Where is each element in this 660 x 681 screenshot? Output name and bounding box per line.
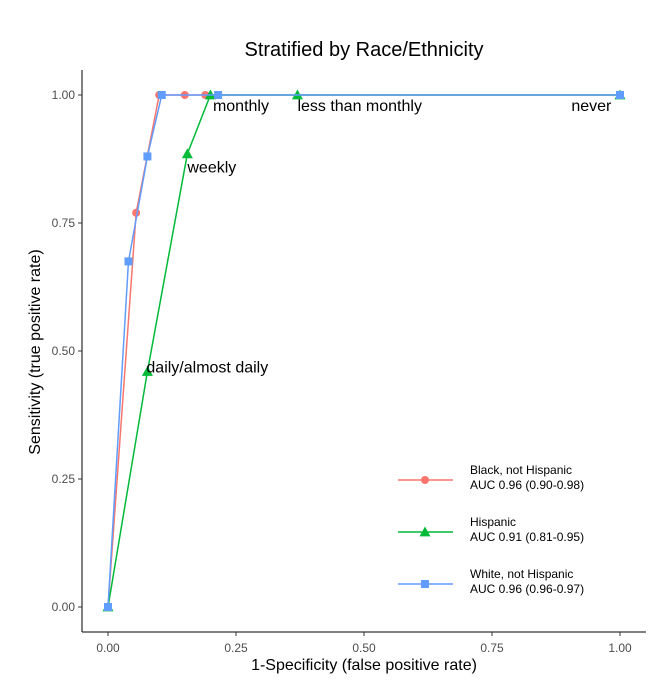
legend-auc-black-not-hispanic: AUC 0.96 (0.90-0.98) (470, 478, 584, 492)
legend-auc-hispanic: AUC 0.91 (0.81-0.95) (470, 530, 584, 544)
data-point-white-not-hispanic (616, 91, 624, 99)
x-tick-label: 0.50 (352, 641, 376, 655)
x-tick-label: 0.75 (480, 641, 504, 655)
data-point-hispanic (181, 148, 193, 159)
y-tick-label: 0.25 (52, 472, 76, 486)
annotation-label: weekly (186, 160, 236, 177)
legend-key-marker-hispanic (419, 526, 431, 537)
annotation-label: less than monthly (297, 98, 422, 115)
y-tick-label: 0.50 (52, 344, 76, 358)
legend-label-hispanic: Hispanic (470, 515, 516, 529)
data-point-white-not-hispanic (143, 152, 152, 161)
y-tick-label: 1.00 (52, 88, 76, 102)
data-point-hispanic (141, 365, 153, 376)
legend-auc-white-not-hispanic: AUC 0.96 (0.96-0.97) (470, 582, 584, 596)
series-line-white-not-hispanic (107, 94, 620, 608)
x-tick-label: 0.25 (224, 641, 248, 655)
data-point-white-not-hispanic (157, 91, 166, 99)
y-tick-label: 0.75 (52, 216, 76, 230)
data-point-white-not-hispanic (104, 603, 112, 611)
legend-label-black-not-hispanic: Black, not Hispanic (470, 463, 572, 477)
annotation-label: never (571, 98, 612, 115)
data-point-white-not-hispanic (124, 257, 133, 266)
annotation-label: monthly (213, 98, 269, 115)
legend-key-marker-black-not-hispanic (421, 476, 429, 484)
x-tick-label: 1.00 (608, 641, 632, 655)
x-axis-title: 1-Specificity (false positive rate) (251, 657, 477, 674)
y-tick-label: 0.00 (52, 600, 76, 614)
legend: Black, not Hispanic AUC 0.96 (0.90-0.98)… (398, 463, 584, 596)
plot-area: 0.00 0.25 0.50 0.75 1.00 0.00 0.25 0.50 0.75 1.00… (52, 70, 646, 655)
chart-title: Stratified by Race/Ethnicity (245, 39, 484, 61)
y-axis-title: Sensitivity (true positive rate) (27, 249, 44, 454)
legend-key-marker-white-not-hispanic (421, 580, 429, 588)
x-tick-label: 0.00 (96, 641, 120, 655)
data-point-white-not-hispanic (214, 91, 223, 99)
legend-label-white-not-hispanic: White, not Hispanic (470, 567, 573, 581)
annotation-label: daily/almost daily (146, 359, 268, 376)
